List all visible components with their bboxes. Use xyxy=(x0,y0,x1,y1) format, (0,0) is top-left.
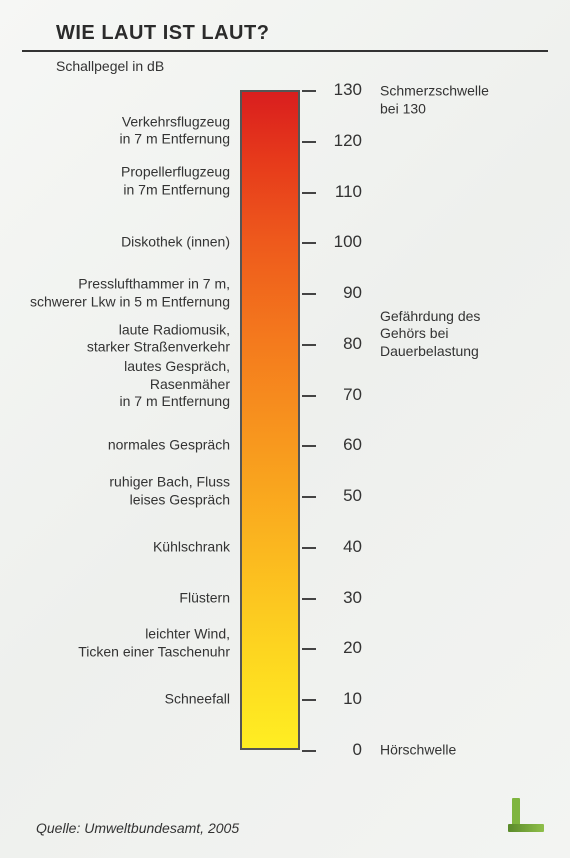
scale-tick-label: 60 xyxy=(322,435,362,455)
example-label: leichter Wind,Ticken einer Taschenuhr xyxy=(10,626,230,661)
example-label: Propellerflugzeugin 7m Entfernung xyxy=(10,164,230,199)
infographic-page: WIE LAUT IST LAUT? Schallpegel in dB 130… xyxy=(0,0,570,858)
source-citation: Quelle: Umweltbundesamt, 2005 xyxy=(36,820,239,836)
scale-tick xyxy=(302,242,316,244)
logo-base xyxy=(508,824,544,832)
threshold-label: Schmerzschwellebei 130 xyxy=(380,83,550,118)
scale-tick-label: 130 xyxy=(322,80,362,100)
scale-tick xyxy=(302,141,316,143)
example-label: Flüstern xyxy=(10,589,230,607)
page-title: WIE LAUT IST LAUT? xyxy=(56,22,269,45)
scale-tick-label: 80 xyxy=(322,334,362,354)
scale-tick xyxy=(302,750,316,752)
scale-tick-label: 50 xyxy=(322,486,362,506)
scale-tick xyxy=(302,90,316,92)
scale-tick-label: 10 xyxy=(322,689,362,709)
publisher-logo xyxy=(508,796,544,832)
subtitle: Schallpegel in dB xyxy=(56,58,164,74)
example-label: Kühlschrank xyxy=(10,538,230,556)
example-label: Schneefall xyxy=(10,690,230,708)
example-label: Presslufthammer in 7 m,schwerer Lkw in 5… xyxy=(10,276,230,311)
threshold-label: Hörschwelle xyxy=(380,741,550,759)
scale-tick xyxy=(302,648,316,650)
example-label: normales Gespräch xyxy=(10,437,230,455)
scale-bar-gradient xyxy=(242,92,298,748)
scale-tick-label: 40 xyxy=(322,537,362,557)
scale-tick xyxy=(302,192,316,194)
title-rule xyxy=(22,50,548,52)
scale-tick-label: 70 xyxy=(322,385,362,405)
scale-tick xyxy=(302,344,316,346)
example-label: laute Radiomusik,starker Straßenverkehr xyxy=(10,321,230,356)
scale-tick xyxy=(302,395,316,397)
scale-tick xyxy=(302,293,316,295)
scale-tick-label: 30 xyxy=(322,588,362,608)
db-scale-chart: 1301201101009080706050403020100Verkehrsf… xyxy=(0,90,570,780)
scale-tick xyxy=(302,445,316,447)
example-label: lautes Gespräch,Rasenmäherin 7 m Entfern… xyxy=(10,358,230,411)
scale-tick-label: 20 xyxy=(322,638,362,658)
logo-stem xyxy=(512,798,520,824)
scale-bar-border xyxy=(240,90,300,750)
threshold-label: Gefährdung desGehörs beiDauerbelastung xyxy=(380,307,550,360)
scale-tick-label: 0 xyxy=(322,740,362,760)
scale-tick xyxy=(302,496,316,498)
scale-tick-label: 110 xyxy=(322,182,362,202)
scale-tick-label: 120 xyxy=(322,131,362,151)
example-label: Verkehrsflugzeugin 7 m Entfernung xyxy=(10,113,230,148)
example-label: ruhiger Bach, Flussleises Gespräch xyxy=(10,474,230,509)
scale-tick xyxy=(302,598,316,600)
scale-tick xyxy=(302,547,316,549)
example-label: Diskothek (innen) xyxy=(10,234,230,252)
scale-tick xyxy=(302,699,316,701)
scale-tick-label: 100 xyxy=(322,232,362,252)
scale-tick-label: 90 xyxy=(322,283,362,303)
